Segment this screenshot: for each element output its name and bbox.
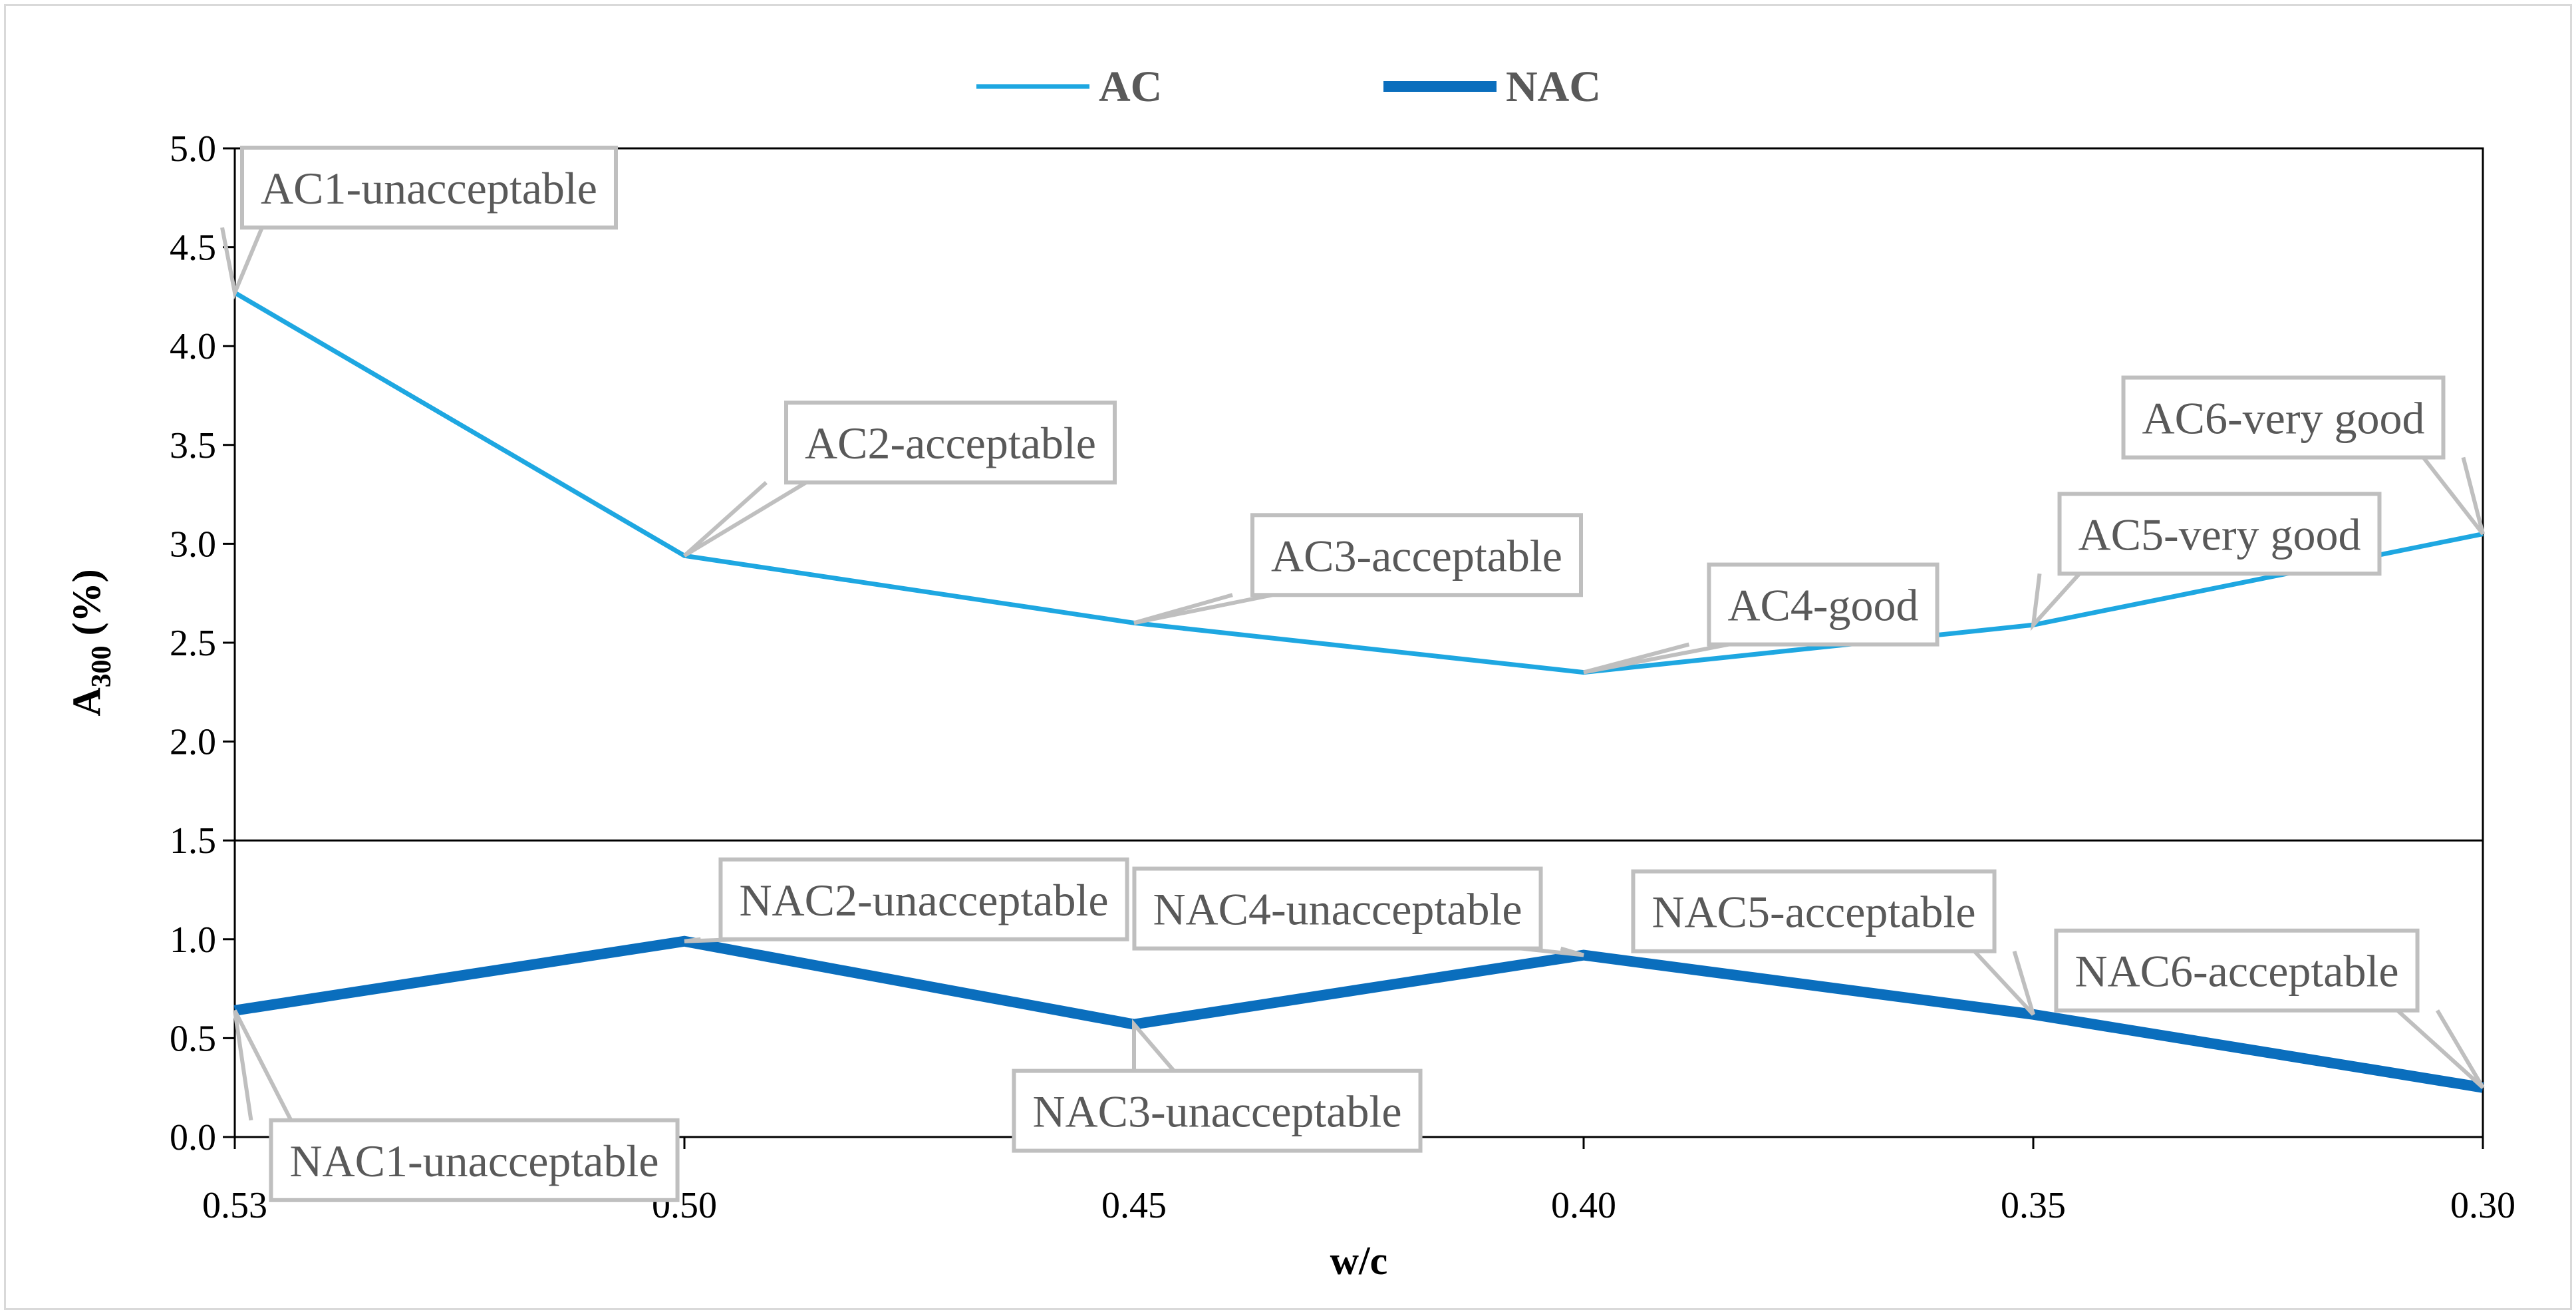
callout-nac-1: NAC1-unacceptable bbox=[233, 1009, 680, 1202]
callout-label: NAC2-unacceptable bbox=[739, 875, 1108, 925]
x-tick-label: 0.40 bbox=[1551, 1185, 1616, 1226]
callout-box bbox=[1250, 513, 1583, 597]
x-tick-label: 0.53 bbox=[202, 1185, 267, 1226]
callout-label: NAC1-unacceptable bbox=[289, 1136, 658, 1186]
y-tick-label: 5.0 bbox=[170, 128, 216, 170]
callout-ac-4: AC4-good bbox=[1583, 562, 1939, 675]
callout-leader bbox=[1132, 1019, 1176, 1072]
callout-leader bbox=[1133, 593, 1273, 625]
callout-label: AC3-acceptable bbox=[1271, 530, 1562, 581]
callout-leader bbox=[220, 226, 264, 300]
callout-label: AC1-unacceptable bbox=[261, 163, 597, 214]
callout-nac-2: NAC2-unacceptable bbox=[684, 857, 1129, 943]
y-tick-label: 4.5 bbox=[170, 228, 216, 269]
x-tick-label: 0.35 bbox=[2001, 1185, 2066, 1226]
callout-label: AC4-good bbox=[1727, 580, 1918, 631]
y-axis-ticks: 0.0 0.5 1.0 1.5 2.0 2.5 3.0 3.5 4.0 4.5 5.0 bbox=[170, 128, 235, 1158]
y-axis-title-main: A bbox=[65, 687, 108, 716]
y-tick-label: 3.5 bbox=[170, 425, 216, 466]
legend-label-ac: AC bbox=[1099, 63, 1162, 111]
y-axis-title-unit: (%) bbox=[65, 569, 108, 645]
y-axis-title-subscript: 300 bbox=[86, 645, 117, 687]
y-tick-label: 4.0 bbox=[170, 326, 216, 367]
callout-leader bbox=[2030, 572, 2081, 631]
callout-leader bbox=[2422, 456, 2485, 536]
callout-leader bbox=[683, 480, 807, 558]
x-axis-title: w/c bbox=[1330, 1239, 1388, 1283]
series-line-nac bbox=[233, 935, 2484, 1093]
callout-box bbox=[784, 401, 1117, 485]
callout-ac-3: AC3-acceptable bbox=[1133, 513, 1583, 625]
x-tick-label: 0.45 bbox=[1101, 1185, 1167, 1226]
callout-ac-2: AC2-acceptable bbox=[683, 401, 1117, 558]
callout-ac-6: AC6-very good bbox=[2121, 375, 2485, 536]
y-tick-label: 3.0 bbox=[170, 524, 216, 565]
callout-ac-1: AC1-unacceptable bbox=[220, 145, 618, 300]
y-tick-label: 1.0 bbox=[170, 919, 216, 961]
x-axis-ticks: 0.53 0.50 0.45 0.40 0.35 0.30 bbox=[202, 1137, 2515, 1226]
callout-label: NAC3-unacceptable bbox=[1032, 1086, 1401, 1137]
x-tick-label: 0.30 bbox=[2450, 1185, 2515, 1226]
callout-box bbox=[1132, 866, 1543, 951]
callout-label: NAC6-acceptable bbox=[2075, 946, 2398, 997]
callout-ac-5: AC5-very good bbox=[2030, 492, 2382, 631]
callout-leader bbox=[233, 1009, 293, 1122]
y-tick-label: 2.5 bbox=[170, 623, 216, 664]
legend: AC NAC bbox=[976, 63, 1601, 111]
callout-label: AC2-acceptable bbox=[805, 418, 1096, 468]
callout-label: NAC4-unacceptable bbox=[1153, 884, 1522, 935]
callout-leader bbox=[2396, 1009, 2485, 1089]
callout-label: AC5-very good bbox=[2078, 509, 2361, 560]
callout-box bbox=[2054, 928, 2420, 1013]
callout-nac-6: NAC6-acceptable bbox=[2054, 928, 2485, 1089]
callout-nac-5: NAC5-acceptable bbox=[1631, 869, 2035, 1016]
callout-box bbox=[1012, 1068, 1423, 1153]
series-line-ac bbox=[233, 290, 2484, 675]
callout-box bbox=[718, 857, 1129, 941]
callout-leader bbox=[1973, 949, 2035, 1016]
legend-label-nac: NAC bbox=[1506, 63, 1601, 111]
callout-box bbox=[240, 145, 618, 230]
y-axis-title: A300 (%) bbox=[65, 569, 117, 716]
callout-nac-3: NAC3-unacceptable bbox=[1012, 1019, 1423, 1153]
y-tick-label: 1.5 bbox=[170, 820, 216, 862]
callout-leader bbox=[1583, 642, 1730, 675]
y-tick-label: 0.5 bbox=[170, 1018, 216, 1059]
callout-label: NAC5-acceptable bbox=[1651, 887, 1975, 937]
y-tick-label: 2.0 bbox=[170, 722, 216, 763]
callout-box bbox=[2121, 375, 2446, 460]
callout-label: AC6-very good bbox=[2142, 393, 2425, 444]
data-callouts: AC1-unacceptable AC2-acceptable AC3-accept… bbox=[220, 145, 2485, 1202]
callout-leader bbox=[1520, 946, 1584, 957]
series-lines bbox=[233, 290, 2484, 1093]
y-tick-label: 0.0 bbox=[170, 1117, 216, 1158]
callout-nac-4: NAC4-unacceptable bbox=[1132, 866, 1584, 957]
callout-box bbox=[1631, 869, 1997, 953]
callout-box bbox=[269, 1118, 680, 1202]
callout-box bbox=[1707, 562, 1939, 647]
callout-box bbox=[2057, 492, 2382, 576]
